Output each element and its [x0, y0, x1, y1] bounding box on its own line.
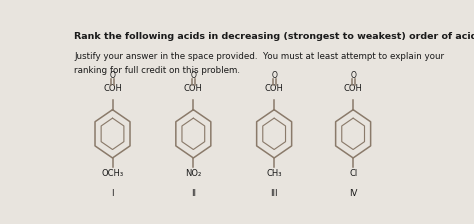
- Text: III: III: [270, 190, 278, 198]
- Text: COH: COH: [264, 84, 283, 93]
- Text: O: O: [191, 71, 196, 80]
- Text: IV: IV: [349, 190, 357, 198]
- Text: O: O: [109, 71, 116, 80]
- Text: NO₂: NO₂: [185, 169, 201, 178]
- Text: II: II: [191, 190, 196, 198]
- Text: Rank the following acids in decreasing (strongest to weakest) order of acidity.: Rank the following acids in decreasing (…: [74, 32, 474, 41]
- Text: OCH₃: OCH₃: [101, 169, 124, 178]
- Text: COH: COH: [103, 84, 122, 93]
- Text: COH: COH: [344, 84, 363, 93]
- Text: O: O: [350, 71, 356, 80]
- Text: ranking for full credit on this problem.: ranking for full credit on this problem.: [74, 66, 240, 75]
- Text: Cl: Cl: [349, 169, 357, 178]
- Text: O: O: [271, 71, 277, 80]
- Text: I: I: [111, 190, 114, 198]
- Text: Justify your answer in the space provided.  You must at least attempt to explain: Justify your answer in the space provide…: [74, 52, 444, 61]
- Text: COH: COH: [184, 84, 203, 93]
- Text: CH₃: CH₃: [266, 169, 282, 178]
